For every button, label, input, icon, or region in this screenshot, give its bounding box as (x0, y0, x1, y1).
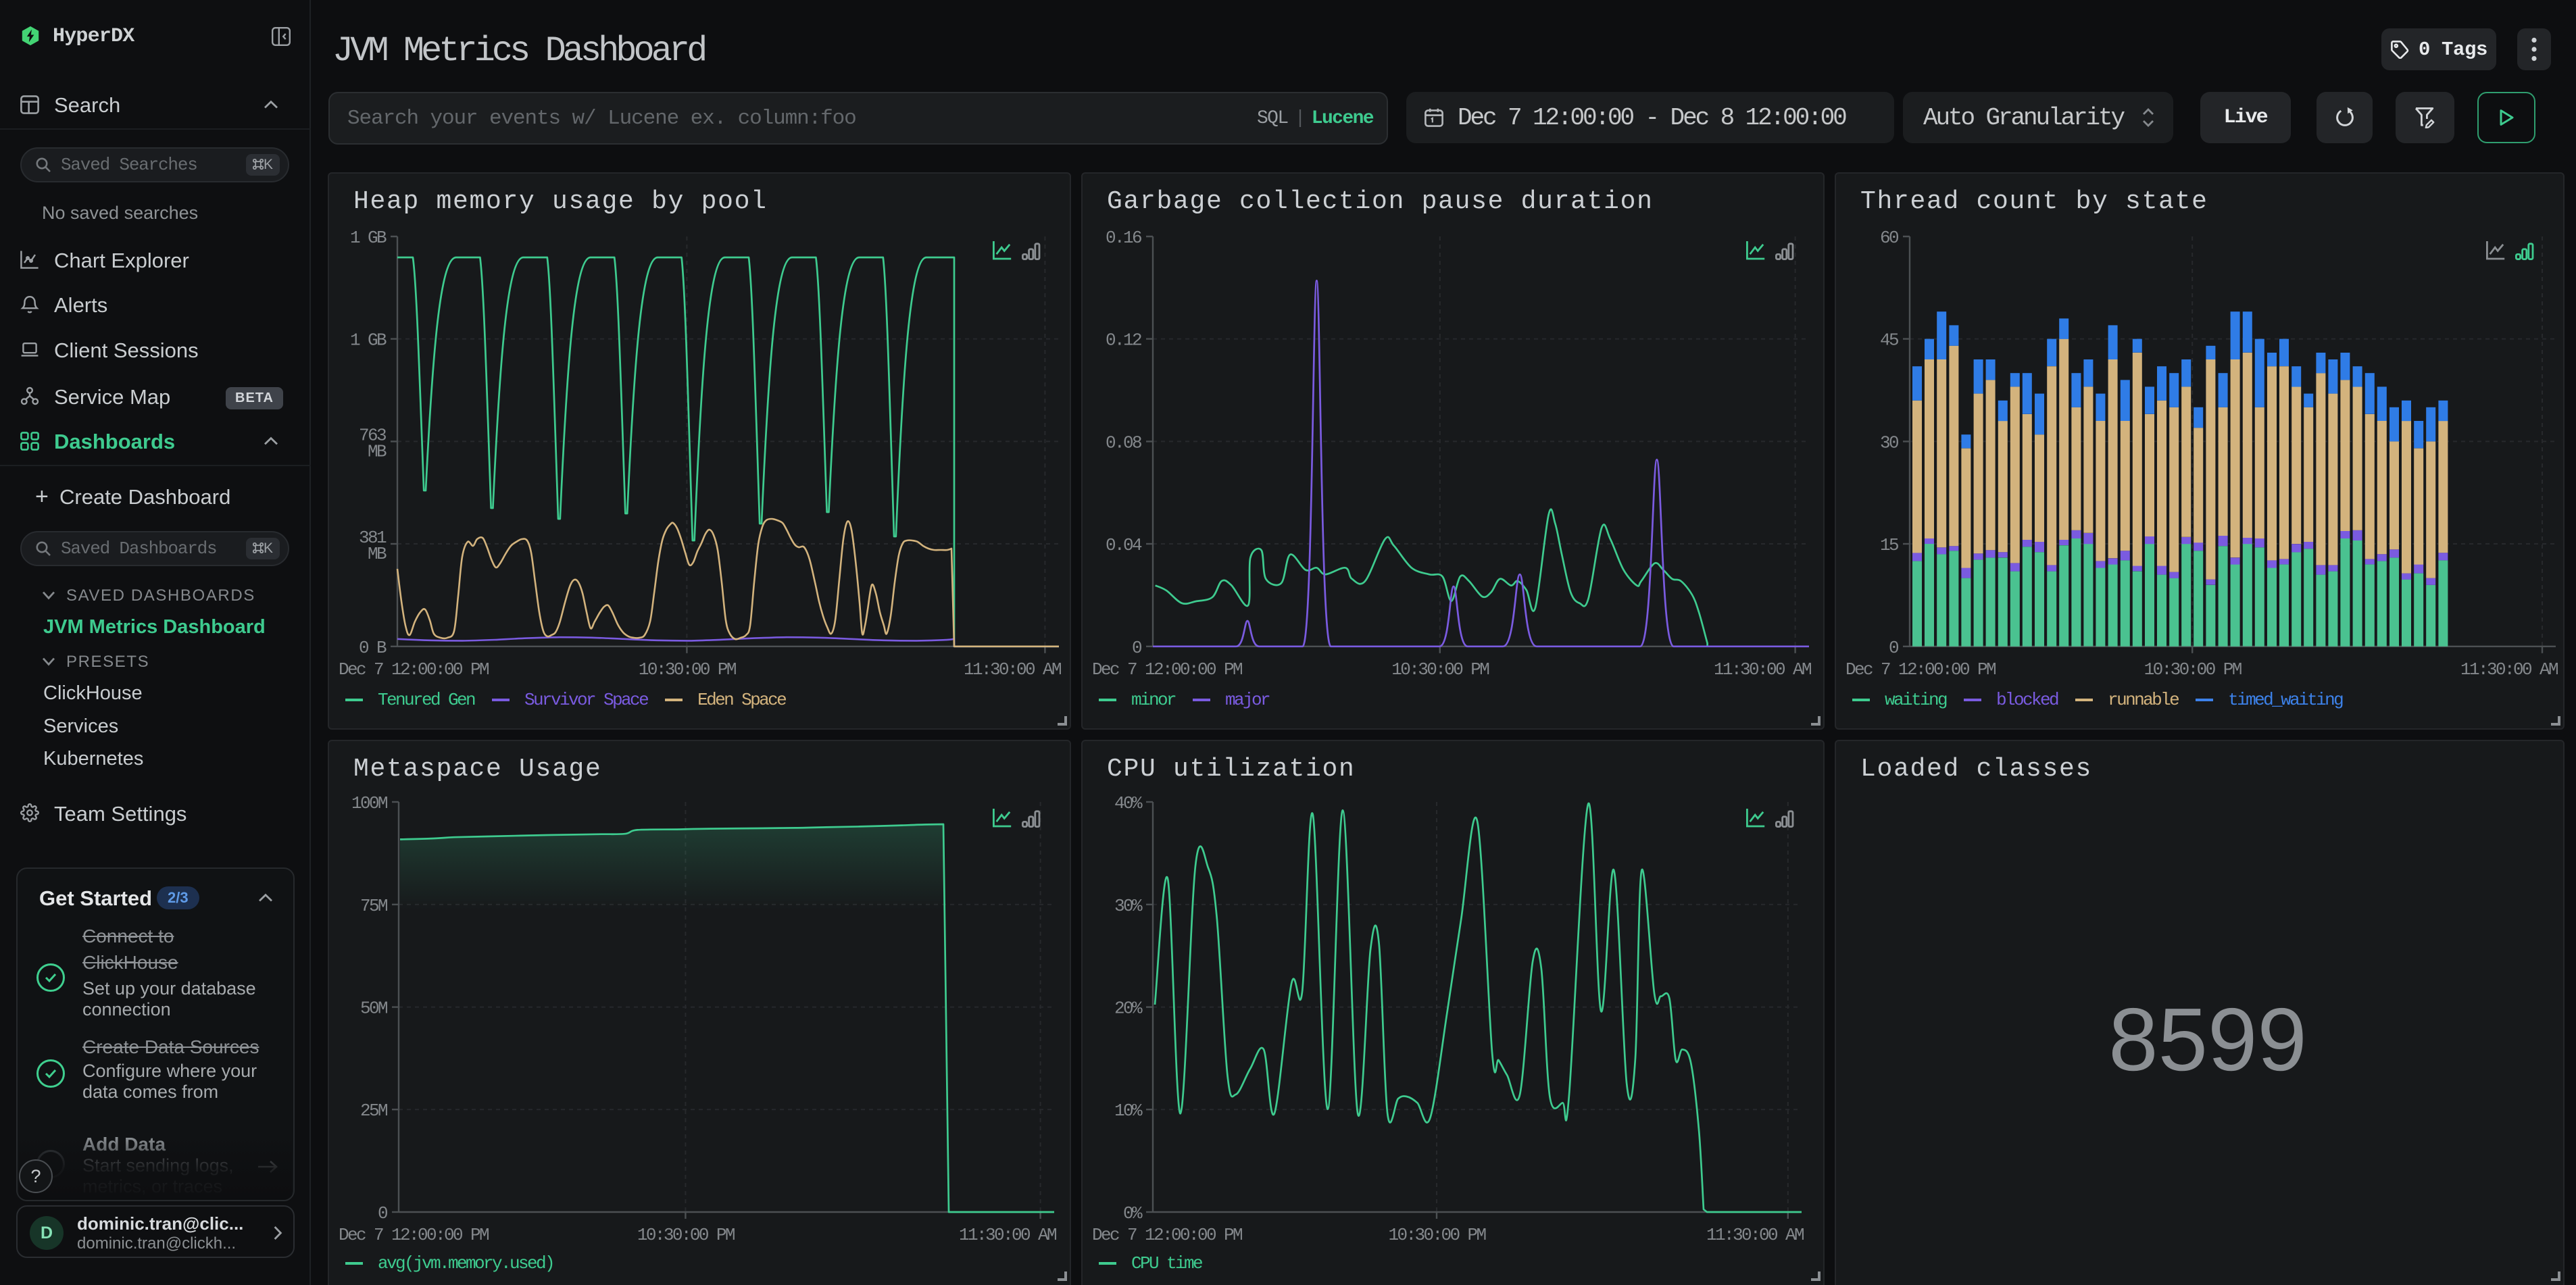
svg-text:11:30:00 AM: 11:30:00 AM (2460, 659, 2558, 680)
svg-text:10:30:00 PM: 10:30:00 PM (639, 659, 736, 680)
svg-text:10%: 10% (1114, 1101, 1143, 1121)
svg-text:MB: MB (368, 544, 387, 564)
svg-text:Dec 7 12:00:00 PM: Dec 7 12:00:00 PM (1846, 659, 1996, 680)
svg-text:10:30:00 PM: 10:30:00 PM (2144, 659, 2241, 680)
svg-text:30: 30 (1880, 432, 1898, 453)
svg-text:60: 60 (1880, 228, 1898, 248)
svg-text:20%: 20% (1114, 998, 1143, 1018)
svg-text:10:30:00 PM: 10:30:00 PM (637, 1225, 735, 1245)
svg-text:11:30:00 AM: 11:30:00 AM (964, 659, 1061, 680)
svg-text:75M: 75M (360, 896, 387, 916)
svg-text:0: 0 (378, 1203, 387, 1224)
svg-text:Dec 7 12:00:00 PM: Dec 7 12:00:00 PM (1092, 659, 1242, 680)
svg-text:11:30:00 AM: 11:30:00 AM (959, 1225, 1056, 1245)
svg-text:0: 0 (1889, 638, 1898, 658)
svg-text:0.12: 0.12 (1106, 330, 1141, 351)
svg-text:10:30:00 PM: 10:30:00 PM (1388, 1225, 1485, 1245)
svg-text:15: 15 (1880, 535, 1898, 555)
svg-text:381: 381 (359, 528, 387, 548)
svg-text:0.04: 0.04 (1106, 535, 1142, 555)
svg-text:0.08: 0.08 (1106, 432, 1141, 453)
svg-text:Dec 7 12:00:00 PM: Dec 7 12:00:00 PM (1092, 1225, 1242, 1245)
svg-text:0: 0 (1132, 638, 1141, 658)
svg-text:100M: 100M (351, 793, 387, 813)
svg-text:MB: MB (368, 441, 387, 461)
svg-text:30%: 30% (1114, 896, 1143, 916)
svg-text:40%: 40% (1114, 793, 1143, 813)
svg-text:Dec 7 12:00:00 PM: Dec 7 12:00:00 PM (339, 1225, 489, 1245)
svg-text:1 GB: 1 GB (350, 330, 387, 351)
svg-text:11:30:00 AM: 11:30:00 AM (1714, 659, 1811, 680)
svg-text:763: 763 (359, 425, 386, 445)
svg-text:50M: 50M (360, 998, 387, 1018)
svg-text:0 B: 0 B (359, 638, 387, 658)
svg-text:45: 45 (1880, 330, 1898, 351)
svg-text:11:30:00 AM: 11:30:00 AM (1706, 1225, 1804, 1245)
svg-text:Dec 7 12:00:00 PM: Dec 7 12:00:00 PM (339, 659, 489, 680)
svg-text:25M: 25M (360, 1101, 387, 1121)
svg-text:0%: 0% (1123, 1203, 1143, 1224)
svg-text:0.16: 0.16 (1106, 228, 1141, 248)
svg-text:10:30:00 PM: 10:30:00 PM (1391, 659, 1489, 680)
svg-text:1 GB: 1 GB (350, 228, 387, 248)
